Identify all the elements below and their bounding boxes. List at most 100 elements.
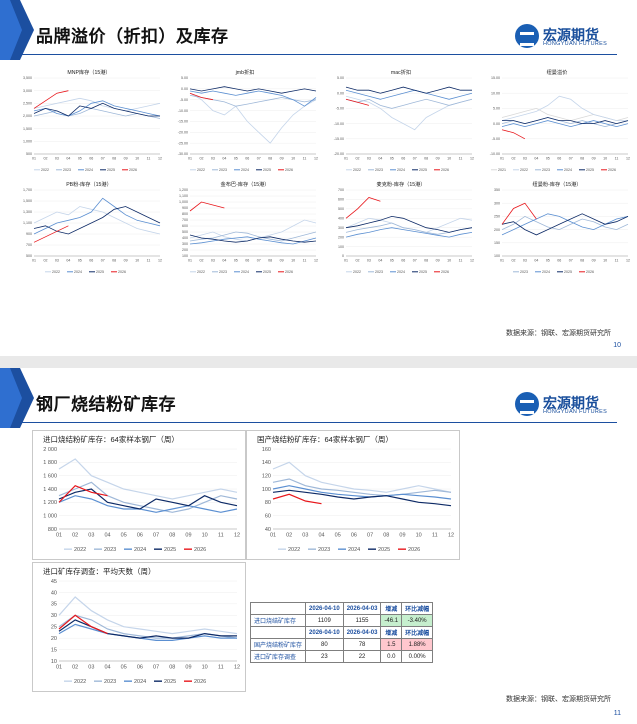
chart-title: 纽曼溢价 [547,68,569,76]
x-tick-label: 03 [367,259,371,263]
logo-text-cn: 宏源期货 [543,396,599,412]
x-tick-label: 02 [355,259,359,263]
series-line-2024 [345,89,473,100]
x-tick-label: 03 [55,259,59,263]
series-line-2022 [58,596,238,635]
y-tick-label: 20 [51,636,57,642]
x-tick-label: 03 [211,259,215,263]
y-tick-label: 200 [182,248,188,252]
y-tick-label: 0.00 [181,87,188,91]
y-tick-label: 100 [338,245,344,249]
y-tick-label: 800 [182,212,188,216]
table-cell: 增减 [380,602,403,615]
x-tick-label: 06 [557,259,561,263]
x-tick-label: 05 [234,157,238,161]
corner-accent-icon [0,0,34,60]
chart-svg: 纽曼溢价 -10.00 -5.00 0.00 5.00 10.00 15.00 01 02 03 0… [490,68,630,172]
x-tick-label: 01 [56,665,62,671]
series-line-2022 [33,97,161,112]
legend-label: 2025 [263,168,271,172]
slide-sinter-inventory: 钢厂烧结粉矿库存 宏源期货 HONGYUAN FUTURES 进口烧结粉矿库存：… [0,368,637,724]
chart-import-days: 进口矿库存调查：平均天数（周） 10 15 20 25 30 35 40 45 01 02 03 04 0… [32,562,246,692]
chart-svg: 国产烧结粉矿库存：64家样本钢厂（周） 40 60 80 100 120 140 160 01 0… [257,434,454,553]
x-tick-label: 01 [32,157,36,161]
y-tick-label: 300 [494,201,500,205]
x-tick-label: 06 [245,157,249,161]
y-tick-label: 45 [51,579,57,585]
y-tick-label: 1 200 [43,500,57,506]
y-tick-label: 200 [338,235,344,239]
series-line-2026 [345,197,381,219]
x-tick-label: 02 [72,665,78,671]
series-line-2026 [58,484,108,503]
table-cell: 1.88% [401,638,434,651]
legend-label: 2022 [353,168,361,172]
legend-label: 2026 [408,547,420,553]
table-cell: 环比减幅 [401,626,434,639]
legend-label: 2023 [520,270,528,274]
series-line-2024 [272,485,452,500]
y-tick-label: 600 [338,198,344,202]
legend-label: 2026 [194,679,206,685]
legend-label: 2022 [288,547,300,553]
x-tick-label: 04 [66,259,70,263]
chart-title: jmb折扣 [235,68,255,76]
y-tick-label: -5.00 [180,98,188,102]
chart-title: 纽曼粉-库存（15港） [533,180,582,188]
table-row: 进口矿库存调查 23 22 0.0 0.00% [249,650,434,663]
y-tick-label: 0.00 [337,91,344,95]
x-tick-label: 12 [314,157,318,161]
x-tick-label: 05 [335,533,341,539]
y-tick-label: 80 [265,500,271,506]
x-tick-label: 05 [121,665,127,671]
legend-label: 2025 [586,168,594,172]
x-tick-label: 02 [286,533,292,539]
series-line-2026 [272,493,322,505]
y-tick-label: 10.00 [491,91,500,95]
page-number: 10 [613,342,621,349]
x-tick-label: 06 [245,259,249,263]
table-cell: 进口烧结矿库存 [249,614,307,627]
table-cell: 78 [342,638,382,651]
x-tick-label: 07 [101,259,105,263]
x-tick-label: 11 [432,533,438,539]
y-tick-label: 1,700 [23,188,32,192]
legend-label: 2026 [285,168,293,172]
x-tick-label: 09 [280,157,284,161]
series-line-2025 [272,489,452,507]
y-tick-label: -20.00 [178,130,188,134]
legend-label: 2023 [375,168,383,172]
y-tick-label: 1 600 [43,474,57,480]
x-tick-label: 10 [135,157,139,161]
table-cell: 环比减幅 [401,602,434,615]
y-tick-label: -30.00 [178,152,188,156]
legend-label: 2025 [263,270,271,274]
x-tick-label: 10 [416,533,422,539]
x-tick-label: 04 [66,157,70,161]
y-tick-label: 1 400 [43,487,57,493]
x-tick-label: 08 [424,157,428,161]
x-tick-label: 10 [202,665,208,671]
series-line-2025 [58,619,237,639]
series-line-2022 [33,206,161,235]
y-tick-label: 900 [26,232,32,236]
x-tick-label: 11 [459,157,463,161]
x-tick-label: 04 [378,157,382,161]
x-tick-label: 07 [257,259,261,263]
legend-label: 2021 [498,168,506,172]
y-tick-label: -20.00 [334,152,344,156]
series-line-2023 [501,215,629,231]
y-tick-label: 120 [262,474,271,480]
x-tick-label: 06 [137,665,143,671]
x-tick-label: 10 [447,157,451,161]
y-tick-label: 5.00 [337,76,344,80]
legend-label: 2024 [542,270,550,274]
x-tick-label: 03 [367,157,371,161]
legend-label: 2022 [353,270,361,274]
y-tick-label: 500 [182,230,188,234]
legend-label: 2025 [378,547,390,553]
series-line-2024 [58,623,237,642]
y-tick-label: -10.00 [178,109,188,113]
x-tick-label: 02 [199,259,203,263]
legend-label: 2022 [197,270,205,274]
